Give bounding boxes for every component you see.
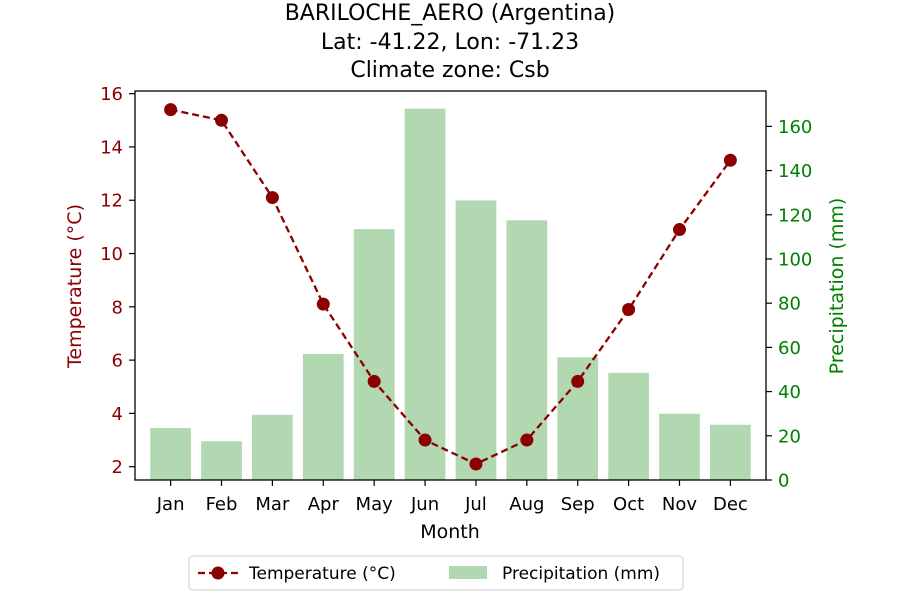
right-tick-label: 20 xyxy=(778,426,801,447)
x-axis-ticks: Jan Feb Mar Apr May Jun Jul Aug Sep Oct Nov Dec xyxy=(156,480,748,515)
precipitation-bar-oct xyxy=(608,372,649,480)
precipitation-bar-jul xyxy=(455,200,497,480)
plot-frame xyxy=(134,90,767,481)
x-tick-label: Jan xyxy=(156,494,185,515)
precipitation-bars xyxy=(150,108,751,481)
left-axis-label: Temperature (°C) xyxy=(64,204,86,369)
precipitation-bar-mar xyxy=(252,414,293,480)
temperature-point-dec xyxy=(723,153,737,167)
temperature-point-jan xyxy=(164,103,178,117)
temperature-point-mar xyxy=(265,191,279,205)
chart-title: BARILOCHE_AERO (Argentina) Lat: -41.22, … xyxy=(285,1,616,83)
left-tick-label: 8 xyxy=(112,297,123,318)
x-tick-label: Nov xyxy=(662,494,697,515)
temperature-point-aug xyxy=(520,433,534,447)
temperature-point-may xyxy=(367,374,381,388)
temperature-point-nov xyxy=(672,223,686,237)
left-tick-label: 12 xyxy=(100,191,123,212)
temperature-point-sep xyxy=(571,374,585,388)
temperature-point-feb xyxy=(215,113,229,127)
right-tick-label: 120 xyxy=(778,205,812,226)
chart-title-line-1: BARILOCHE_AERO (Argentina) xyxy=(285,1,616,26)
precipitation-bar-jan xyxy=(150,428,191,480)
left-tick-label: 6 xyxy=(112,351,123,372)
x-tick-label: Sep xyxy=(561,494,595,515)
left-axis-ticks: 2 4 6 8 10 12 14 16 xyxy=(100,84,135,478)
right-tick-label: 80 xyxy=(778,294,801,315)
legend-precipitation-swatch-icon xyxy=(449,566,487,579)
precipitation-bar-feb xyxy=(201,441,242,480)
x-tick-label: Aug xyxy=(509,494,544,515)
precipitation-bar-apr xyxy=(302,354,344,480)
x-tick-label: May xyxy=(356,494,394,515)
right-axis-label: Precipitation (mm) xyxy=(826,198,848,375)
right-tick-label: 0 xyxy=(778,471,789,492)
right-tick-label: 100 xyxy=(778,249,812,270)
legend: Temperature (°C) Precipitation (mm) xyxy=(188,555,684,591)
x-tick-label: Mar xyxy=(255,494,290,515)
precipitation-bar-nov xyxy=(659,413,700,480)
precipitation-bar-dec xyxy=(710,424,751,480)
right-axis-ticks: 0 20 40 60 80 100 120 140 160 xyxy=(766,117,812,492)
temperature-point-oct xyxy=(622,302,636,316)
left-tick-label: 14 xyxy=(100,137,123,158)
x-tick-label: Jun xyxy=(410,494,439,515)
temperature-series-line xyxy=(170,108,732,466)
x-tick-label: Feb xyxy=(206,494,238,515)
x-tick-label: Dec xyxy=(713,494,748,515)
chart-title-line-2: Lat: -41.22, Lon: -71.23 xyxy=(321,30,579,55)
temperature-point-apr xyxy=(316,297,330,311)
legend-temperature-label: Temperature (°C) xyxy=(248,564,396,584)
precipitation-bar-may xyxy=(353,229,395,480)
left-tick-label: 4 xyxy=(112,404,123,425)
legend-temperature-marker-icon xyxy=(211,566,225,580)
precipitation-bar-jun xyxy=(404,108,446,480)
temperature-line xyxy=(164,103,737,471)
right-tick-label: 60 xyxy=(778,338,801,359)
legend-precipitation-label: Precipitation (mm) xyxy=(502,564,660,584)
x-tick-label: Apr xyxy=(308,494,340,515)
x-axis-label: Month xyxy=(420,521,480,543)
left-tick-label: 16 xyxy=(100,84,123,105)
x-tick-label: Oct xyxy=(613,494,644,515)
temperature-point-jul xyxy=(469,457,483,471)
chart-title-line-3: Climate zone: Csb xyxy=(350,58,549,83)
right-tick-label: 40 xyxy=(778,382,801,403)
left-tick-label: 10 xyxy=(100,244,123,265)
right-tick-label: 160 xyxy=(778,117,812,138)
temperature-point-jun xyxy=(418,433,432,447)
legend-box xyxy=(188,555,684,591)
left-tick-label: 2 xyxy=(112,457,123,478)
x-tick-label: Jul xyxy=(464,494,487,515)
right-tick-label: 140 xyxy=(778,161,812,182)
